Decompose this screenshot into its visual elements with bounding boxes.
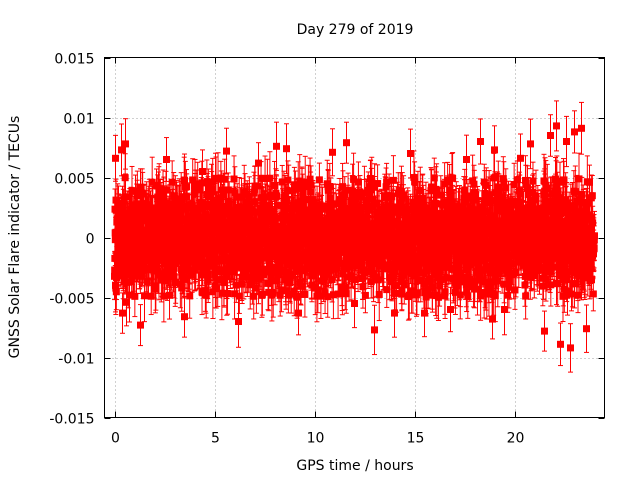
point-marker xyxy=(119,204,127,212)
point-marker xyxy=(132,187,140,195)
point-marker xyxy=(113,269,121,277)
point-marker xyxy=(141,200,149,208)
point-marker xyxy=(150,267,158,275)
point-marker xyxy=(120,217,128,225)
point-marker xyxy=(133,192,141,200)
point-marker xyxy=(168,178,176,186)
point-marker xyxy=(152,282,160,290)
point-marker xyxy=(148,178,156,186)
point-marker xyxy=(122,193,130,201)
point-marker xyxy=(111,205,119,213)
point-marker xyxy=(173,196,181,204)
point-marker xyxy=(163,274,171,282)
point-marker xyxy=(224,290,232,298)
point-marker xyxy=(159,271,167,279)
point-marker xyxy=(230,175,238,183)
point-marker xyxy=(164,223,172,231)
point-marker xyxy=(160,292,168,300)
point-marker xyxy=(118,212,126,220)
point-marker xyxy=(273,192,281,200)
point-marker xyxy=(141,252,149,260)
point-marker xyxy=(159,204,167,212)
point-marker xyxy=(121,257,129,265)
point-marker xyxy=(141,292,149,300)
point-marker xyxy=(137,183,145,191)
point-marker xyxy=(124,278,132,286)
point-marker xyxy=(147,292,155,300)
point-marker xyxy=(145,266,153,274)
point-marker xyxy=(172,279,180,287)
data-series xyxy=(111,100,598,373)
point-marker xyxy=(169,206,177,214)
point-marker xyxy=(170,264,178,272)
point-marker xyxy=(137,266,145,274)
point-marker xyxy=(186,292,194,300)
point-marker xyxy=(154,267,162,275)
point-marker xyxy=(128,187,136,195)
point-marker xyxy=(155,185,163,193)
point-marker xyxy=(131,292,139,300)
